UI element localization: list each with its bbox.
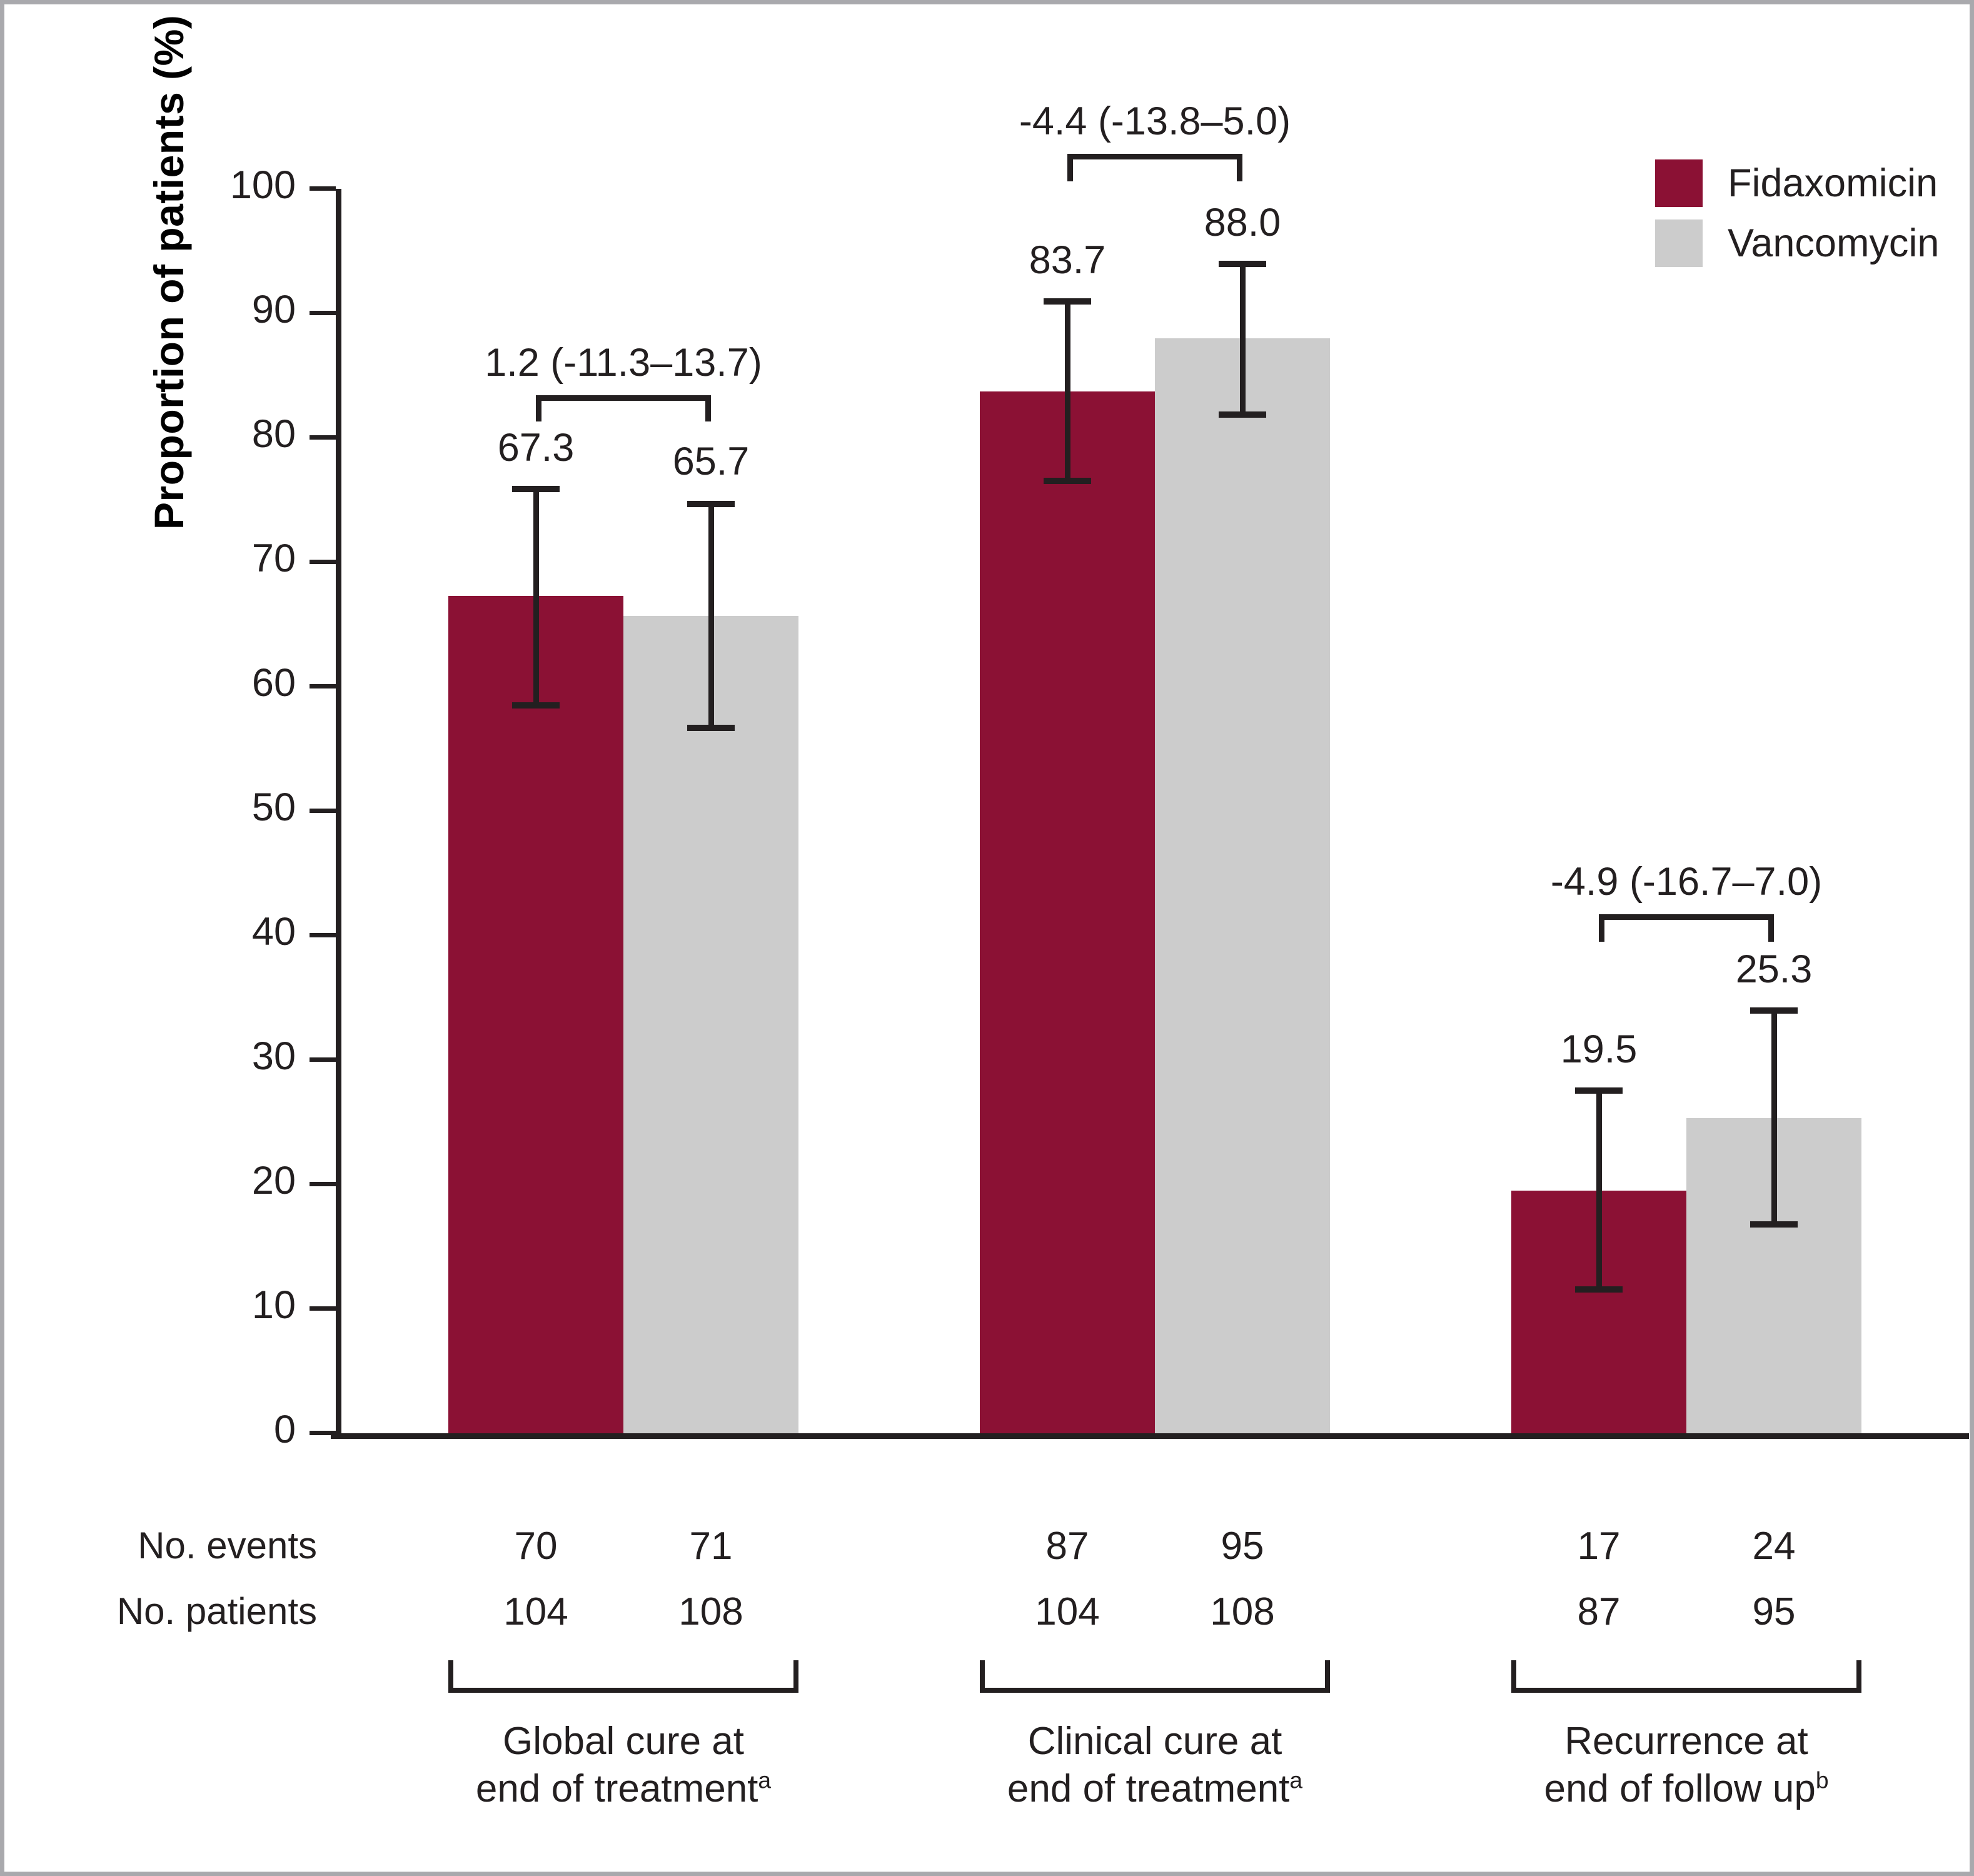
table-cell-events-recurrence-vancomycin: 24 <box>1752 1525 1796 1568</box>
table-cell-events-global-cure-fidaxomicin: 70 <box>514 1525 558 1568</box>
legend-swatch-vancomycin <box>1655 219 1703 267</box>
group-label-recurrence-line1: Recurrence at <box>1564 1720 1808 1763</box>
errorbar-clinical-cure-vancomycin <box>1240 261 1246 418</box>
plot-area: 0 10 20 30 40 50 60 70 80 90 100 <box>230 99 1969 1451</box>
table-cell-events-recurrence-fidaxomicin: 17 <box>1577 1525 1621 1568</box>
comparison-label-clinical-cure: -4.4 (-13.8–5.0) <box>1019 99 1291 143</box>
group-label-recurrence: Recurrence at end of follow upb <box>1544 1718 1829 1812</box>
bar-clinical-cure-vancomycin[interactable] <box>1155 338 1330 1433</box>
table-cell-patients-clinical-cure-fidaxomicin: 104 <box>1035 1590 1100 1633</box>
comparison-bracket-global-cure <box>536 395 711 421</box>
table-cell-patients-global-cure-vancomycin: 108 <box>678 1590 743 1633</box>
y-tick-label-80: 80 <box>251 412 296 456</box>
y-tick-70: 70 <box>252 537 336 580</box>
bar-value-clinical-cure-vancomycin: 88.0 <box>1204 201 1281 245</box>
group-label-global-cure-line1: Global cure at <box>503 1720 744 1763</box>
comparison-label-recurrence: -4.9 (-16.7–7.0) <box>1550 860 1823 904</box>
errorbar-cap-bottom-recurrence-vancomycin <box>1750 1221 1798 1228</box>
y-tick-label-10: 10 <box>251 1283 296 1327</box>
table-cell-events-clinical-cure-fidaxomicin: 87 <box>1045 1525 1089 1568</box>
group-label-clinical-cure-line1: Clinical cure at <box>1027 1720 1282 1763</box>
bar-value-global-cure-vancomycin: 65.7 <box>672 440 750 483</box>
y-tick-60: 60 <box>252 661 336 705</box>
table-cell-events-clinical-cure-vancomycin: 95 <box>1221 1525 1264 1568</box>
errorbar-cap-bottom-global-cure-fidaxomicin <box>512 702 560 709</box>
group-label-recurrence-superscript: b <box>1815 1766 1829 1793</box>
errorbar-global-cure-fidaxomicin <box>533 486 539 709</box>
y-tick-label-50: 50 <box>251 785 296 829</box>
group-label-recurrence-line2: end of follow up <box>1544 1767 1816 1810</box>
group-label-global-cure-superscript: a <box>758 1766 772 1793</box>
legend-swatch-fidaxomicin <box>1655 159 1703 207</box>
group-bracket-recurrence <box>1511 1660 1861 1693</box>
group-label-clinical-cure-superscript: a <box>1289 1766 1303 1793</box>
errorbar-cap-bottom-recurrence-fidaxomicin <box>1575 1286 1623 1293</box>
errorbar-cap-top-global-cure-fidaxomicin <box>512 486 560 492</box>
group-label-global-cure: Global cure at end of treatmenta <box>476 1718 771 1812</box>
y-tick-label-70: 70 <box>251 537 296 580</box>
errorbar-clinical-cure-fidaxomicin <box>1065 298 1070 484</box>
bar-value-recurrence-vancomycin: 25.3 <box>1735 947 1813 991</box>
table-cell-patients-clinical-cure-vancomycin: 108 <box>1210 1590 1275 1633</box>
bar-clinical-cure-fidaxomicin[interactable] <box>980 391 1155 1433</box>
errorbar-cap-bottom-global-cure-vancomycin <box>687 725 735 731</box>
errorbar-cap-top-recurrence-fidaxomicin <box>1575 1087 1623 1094</box>
legend-label-vancomycin: Vancomycin <box>1728 221 1940 265</box>
group-bracket-clinical-cure <box>980 1660 1330 1693</box>
y-axis-line <box>336 189 341 1433</box>
group-bracket-global-cure <box>448 1660 798 1693</box>
y-tick-90: 90 <box>252 288 336 331</box>
table-row-label-events: No. events <box>138 1525 317 1566</box>
bar-global-cure-vancomycin[interactable] <box>623 616 798 1433</box>
errorbar-cap-bottom-clinical-cure-fidaxomicin <box>1044 478 1091 484</box>
legend-item-fidaxomicin: Fidaxomicin <box>1655 153 1939 213</box>
y-tick-10: 10 <box>252 1283 336 1327</box>
errorbar-cap-top-clinical-cure-vancomycin <box>1219 261 1266 267</box>
y-tick-label-30: 30 <box>251 1034 296 1078</box>
y-tick-label-100: 100 <box>229 163 296 207</box>
errorbar-cap-bottom-clinical-cure-vancomycin <box>1219 411 1266 418</box>
y-tick-20: 20 <box>252 1159 336 1203</box>
y-tick-80: 80 <box>252 412 336 456</box>
y-tick-label-90: 90 <box>251 288 296 331</box>
comparison-label-global-cure: 1.2 (-11.3–13.7) <box>485 341 762 385</box>
y-tick-40: 40 <box>252 910 336 954</box>
errorbar-recurrence-vancomycin <box>1771 1007 1777 1228</box>
y-tick-label-20: 20 <box>251 1159 296 1203</box>
errorbar-cap-top-recurrence-vancomycin <box>1750 1007 1798 1014</box>
bar-value-recurrence-fidaxomicin: 19.5 <box>1560 1027 1638 1071</box>
y-tick-30: 30 <box>252 1034 336 1078</box>
table-cell-patients-global-cure-fidaxomicin: 104 <box>503 1590 568 1633</box>
comparison-bracket-clinical-cure <box>1067 154 1242 181</box>
bar-value-clinical-cure-fidaxomicin: 83.7 <box>1029 238 1106 282</box>
errorbar-cap-top-global-cure-vancomycin <box>687 501 735 507</box>
table-cell-events-global-cure-vancomycin: 71 <box>689 1525 733 1568</box>
x-axis-line <box>331 1433 1969 1439</box>
errorbar-cap-top-clinical-cure-fidaxomicin <box>1044 298 1091 305</box>
errorbar-global-cure-vancomycin <box>708 501 714 731</box>
table-row-label-patients: No. patients <box>116 1590 317 1632</box>
table-cell-patients-recurrence-vancomycin: 95 <box>1752 1590 1796 1633</box>
y-tick-0: 0 <box>274 1408 336 1451</box>
legend-label-fidaxomicin: Fidaxomicin <box>1728 161 1938 205</box>
y-tick-100: 100 <box>230 163 336 207</box>
bar-global-cure-fidaxomicin[interactable] <box>448 596 623 1433</box>
table-cell-patients-recurrence-fidaxomicin: 87 <box>1577 1590 1621 1633</box>
y-tick-label-40: 40 <box>251 910 296 954</box>
comparison-bracket-recurrence <box>1599 914 1774 942</box>
legend-item-vancomycin: Vancomycin <box>1655 213 1939 273</box>
errorbar-recurrence-fidaxomicin <box>1596 1087 1602 1293</box>
group-label-clinical-cure-line2: end of treatment <box>1007 1767 1290 1810</box>
bar-value-global-cure-fidaxomicin: 67.3 <box>497 426 575 470</box>
group-label-clinical-cure: Clinical cure at end of treatmenta <box>1007 1718 1302 1812</box>
group-label-global-cure-line2: end of treatment <box>475 1767 758 1810</box>
chart-legend: Fidaxomicin Vancomycin <box>1655 153 1939 273</box>
y-tick-label-60: 60 <box>251 661 296 705</box>
y-tick-label-0: 0 <box>273 1408 296 1451</box>
y-tick-50: 50 <box>252 785 336 829</box>
